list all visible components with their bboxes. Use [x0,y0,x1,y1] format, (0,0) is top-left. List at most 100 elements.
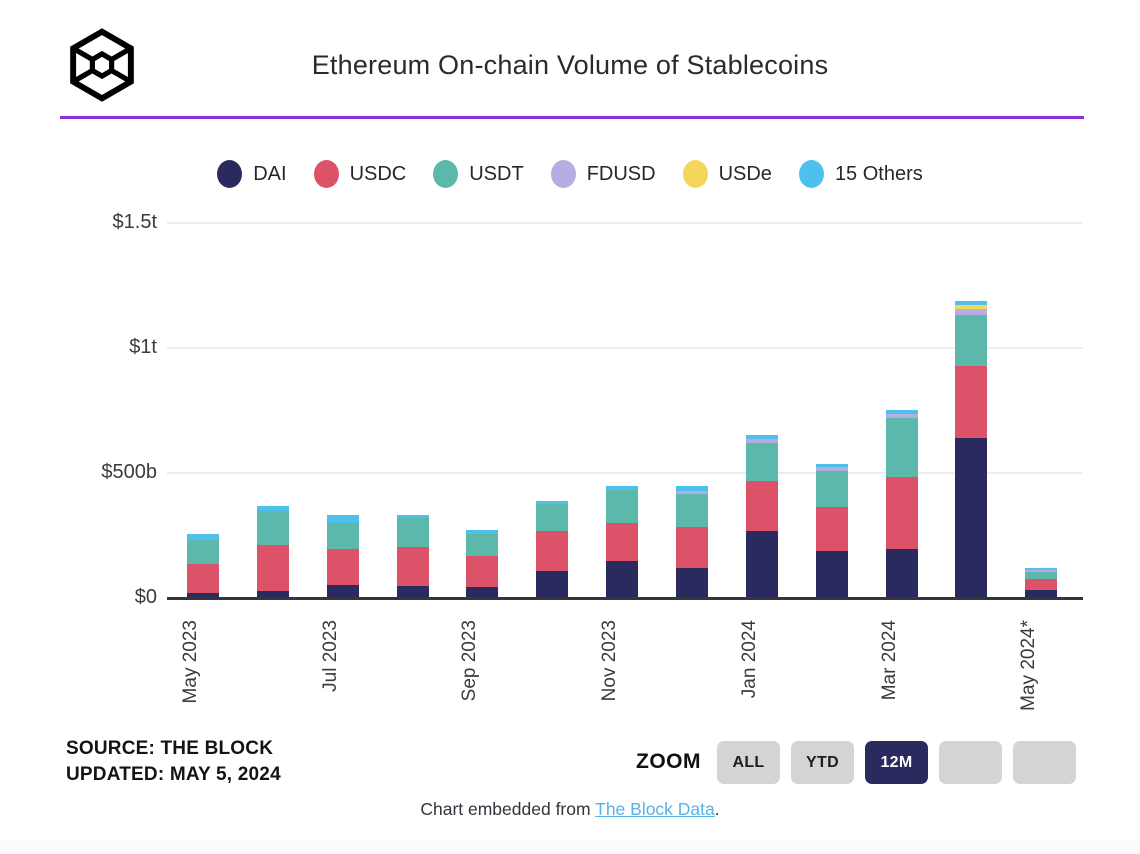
bar-oct-2023-segment-usdc[interactable] [536,531,568,571]
bar-mar-2024-segment-usdt[interactable] [886,418,918,477]
bar-apr-2024-segment-15-others[interactable] [955,301,987,305]
x-axis-line [167,597,1083,600]
legend-item-usdc[interactable]: USDC [313,160,407,188]
x-axis-label-mar-2024: Mar 2024 [879,620,900,701]
bar-jan-2024-segment-usdt[interactable] [746,443,778,481]
zoom-button-all[interactable]: ALL [717,741,780,784]
caption-prefix: Chart embedded from [420,799,596,819]
legend-dot-icon-usdt [433,160,459,188]
bar-apr-2024-segment-usdt[interactable] [955,315,987,366]
bar-mar-2024-segment-15-others[interactable] [886,410,918,414]
bar-jun-2023-segment-dai[interactable] [257,591,289,598]
bar-aug-2023-segment-usdc[interactable] [397,547,429,586]
bar-mar-2024-segment-dai[interactable] [886,549,918,598]
zoom-button-blank-4[interactable] [939,741,1002,784]
page-title: Ethereum On-chain Volume of Stablecoins [311,50,829,80]
bottom-strip [0,839,1140,854]
bar-jan-2024-segment-dai[interactable] [746,531,778,598]
legend-dot-icon-dai [217,160,243,188]
bar-aug-2023-segment-dai[interactable] [397,586,429,598]
legend-dot-icon-usdc [313,160,339,188]
legend-dot-icon-15-others [798,160,824,188]
bar-may-2024-segment-usdc[interactable] [1025,579,1057,590]
x-axis-label-sep-2023: Sep 2023 [459,620,480,702]
bar-nov-2023-segment-dai[interactable] [606,561,638,598]
bar-jun-2023-segment-usdt[interactable] [257,511,289,545]
bar-sep-2023-segment-dai[interactable] [466,587,498,598]
legend-item-dai[interactable]: DAI [217,160,287,188]
legend-item-usde[interactable]: USDe [682,160,772,188]
the-block-logo [70,28,134,102]
bar-dec-2023-segment-dai[interactable] [676,568,708,598]
bar-may-2024-segment-usdt[interactable] [1025,572,1057,579]
bar-dec-2023-segment-usdc[interactable] [676,527,708,568]
zoom-label: ZOOM [636,750,701,773]
bar-feb-2024-segment-usdt[interactable] [816,471,848,507]
bar-apr-2024-segment-usdc[interactable] [955,366,987,438]
bar-jun-2023-segment-15-others[interactable] [257,506,289,511]
zoom-button-blank-5[interactable] [1013,741,1076,784]
bar-jul-2023-segment-usdt[interactable] [327,523,359,549]
source-block: SOURCE: THE BLOCK UPDATED: MAY 5, 2024 [66,736,281,788]
bar-sep-2023-segment-usdc[interactable] [466,556,498,587]
bar-may-2023-segment-15-others[interactable] [187,534,219,540]
bar-jul-2023-segment-dai[interactable] [327,585,359,598]
bar-sep-2023-segment-usdt[interactable] [466,534,498,556]
bar-may-2024-segment-15-others[interactable] [1025,568,1057,570]
legend-dot-icon-fdusd [550,160,576,188]
bar-nov-2023-segment-15-others[interactable] [606,486,638,490]
bar-jan-2024-segment-15-others[interactable] [746,435,778,439]
bar-may-2024-segment-fdusd[interactable] [1025,569,1057,572]
legend-label-15-others: 15 Others [834,162,923,185]
bar-sep-2023-segment-15-others[interactable] [466,530,498,534]
bar-oct-2023-segment-dai[interactable] [536,571,568,598]
chart-legend: DAI USDC USDT FDUSD USDe 15 Others [0,158,1140,190]
bar-nov-2023-segment-usdt[interactable] [606,490,638,523]
legend-label-fdusd: FDUSD [586,162,656,185]
embed-caption: Chart embedded from The Block Data. [0,799,1140,820]
bar-may-2023-segment-usdt[interactable] [187,540,219,564]
legend-item-fdusd[interactable]: FDUSD [550,160,656,188]
bar-feb-2024-segment-15-others[interactable] [816,464,848,467]
bar-oct-2023-segment-usdt[interactable] [536,504,568,531]
bar-jul-2023-segment-usdc[interactable] [327,549,359,585]
bar-jul-2023-segment-15-others[interactable] [327,515,359,523]
bar-apr-2024-segment-usde[interactable] [955,305,987,309]
bar-nov-2023-segment-usdc[interactable] [606,523,638,561]
zoom-button-ytd[interactable]: YTD [791,741,854,784]
bar-may-2023-segment-usdc[interactable] [187,564,219,593]
x-axis-label-may-2023: May 2023 [180,620,201,704]
gridline [167,472,1083,474]
bar-aug-2023-segment-15-others[interactable] [397,515,429,518]
gridline [167,347,1083,349]
bar-apr-2024-segment-fdusd[interactable] [955,309,987,315]
bar-dec-2023-segment-usdt[interactable] [676,494,708,527]
bar-mar-2024-segment-usdc[interactable] [886,477,918,549]
y-axis-label: $500b [101,461,157,483]
bar-mar-2024-segment-fdusd[interactable] [886,414,918,418]
bar-oct-2023-segment-15-others[interactable] [536,501,568,504]
zoom-button-12m[interactable]: 12M [865,741,928,784]
caption-suffix: . [714,799,720,819]
legend-item-usdt[interactable]: USDT [433,160,524,188]
the-block-data-link[interactable]: The Block Data [595,799,715,819]
bar-may-2023-segment-dai[interactable] [187,593,219,598]
bar-jun-2023-segment-usdc[interactable] [257,545,289,591]
legend-label-usdc: USDC [349,162,407,185]
bar-dec-2023-segment-15-others[interactable] [676,486,708,491]
bar-may-2024-segment-dai[interactable] [1025,590,1057,598]
legend-item-15-others[interactable]: 15 Others [798,160,923,188]
y-axis-label: $1t [129,336,157,358]
bar-feb-2024-segment-dai[interactable] [816,551,848,598]
zoom-button-group: ALL YTD 12M [717,741,1076,784]
bar-jan-2024-segment-fdusd[interactable] [746,439,778,443]
bar-apr-2024-segment-dai[interactable] [955,438,987,598]
bar-aug-2023-segment-usdt[interactable] [397,518,429,547]
bar-feb-2024-segment-fdusd[interactable] [816,467,848,471]
legend-label-dai: DAI [253,162,287,185]
x-axis-label-may-2024: May 2024* [1018,620,1039,711]
bar-feb-2024-segment-usdc[interactable] [816,507,848,551]
bar-jan-2024-segment-usdc[interactable] [746,481,778,531]
bar-dec-2023-segment-fdusd[interactable] [676,491,708,494]
